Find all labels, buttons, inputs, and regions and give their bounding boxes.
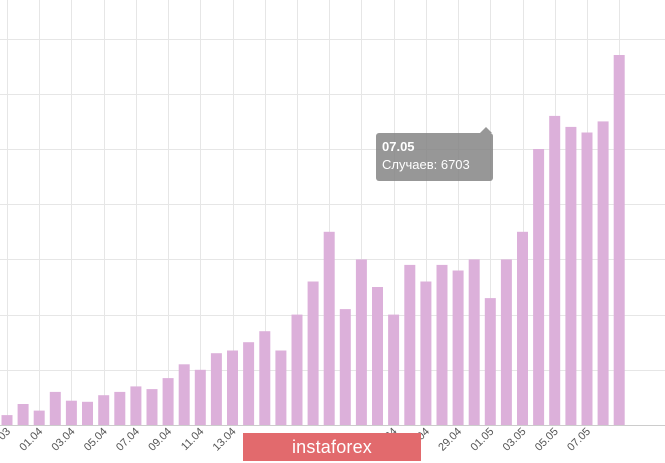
bar-05.05[interactable]	[565, 126, 577, 426]
bar-27.04[interactable]	[436, 264, 448, 425]
x-tick-label: 29.04	[436, 426, 464, 454]
bar-12.04[interactable]	[194, 369, 206, 425]
bar-03.05[interactable]	[533, 149, 545, 425]
bar-24.04[interactable]	[388, 314, 400, 425]
bar-13.04[interactable]	[210, 353, 222, 425]
bar-01.05[interactable]	[500, 259, 512, 425]
bar-08.04[interactable]	[130, 386, 142, 425]
x-tick-label: 01.05	[468, 426, 496, 454]
bar-07.04[interactable]	[114, 391, 126, 425]
instaforex-banner[interactable]: instaforex	[243, 433, 421, 461]
bar-19.04[interactable]	[307, 281, 319, 426]
bar-04.04[interactable]	[65, 400, 77, 425]
bar-01.04[interactable]	[17, 404, 29, 425]
bar-04.05[interactable]	[549, 115, 561, 426]
bar-11.04[interactable]	[178, 364, 190, 425]
bar-14.04[interactable]	[227, 350, 238, 426]
bar-06.04[interactable]	[98, 395, 110, 425]
bar-05.04[interactable]	[82, 401, 93, 425]
bar-28.04[interactable]	[452, 270, 464, 426]
tooltip-date: 07.05	[382, 139, 415, 154]
bar-26.04[interactable]	[420, 281, 432, 426]
bar-20.04[interactable]	[323, 231, 335, 425]
bar-29.04[interactable]	[468, 259, 480, 425]
bar-06.05[interactable]	[581, 132, 593, 426]
bar-22.04[interactable]	[355, 259, 367, 425]
bar-08.05[interactable]	[613, 55, 625, 425]
tooltip-value: Случаев: 6703	[382, 157, 470, 172]
bar-21.04[interactable]	[339, 309, 351, 425]
x-tick-label: 07.04	[114, 426, 142, 454]
x-tick-label: 09.04	[146, 426, 174, 454]
x-tick-label: 05.05	[533, 426, 561, 454]
x-tick-label: 11.04	[179, 426, 206, 453]
x-tick-label: 05.04	[82, 426, 110, 454]
x-tick-label: 03.04	[50, 426, 78, 454]
x-tick-label: 03	[0, 426, 13, 443]
x-tick-label: 07.05	[565, 426, 593, 454]
bar-16.04[interactable]	[259, 331, 271, 425]
bar-09.04[interactable]	[146, 389, 158, 425]
bar-07.05[interactable]	[597, 121, 609, 426]
x-tick-label: 03.05	[501, 426, 529, 454]
bar-17.04[interactable]	[275, 350, 287, 426]
bar-30.04[interactable]	[484, 298, 496, 425]
x-tick-label: 01.04	[17, 426, 45, 454]
bars	[1, 55, 625, 426]
bar-23.04[interactable]	[372, 287, 383, 425]
bar-03.04[interactable]	[49, 391, 61, 425]
bar-25.04[interactable]	[404, 264, 416, 425]
bar-31.03[interactable]	[1, 415, 13, 425]
bar-10.04[interactable]	[162, 378, 174, 425]
x-tick-label: 13.04	[211, 426, 239, 454]
chart-tooltip: 07.05 Случаев: 6703	[376, 127, 493, 181]
bar-02.05[interactable]	[517, 231, 528, 425]
bar-15.04[interactable]	[243, 342, 255, 425]
bar-02.04[interactable]	[33, 410, 45, 425]
bar-18.04[interactable]	[291, 314, 303, 425]
